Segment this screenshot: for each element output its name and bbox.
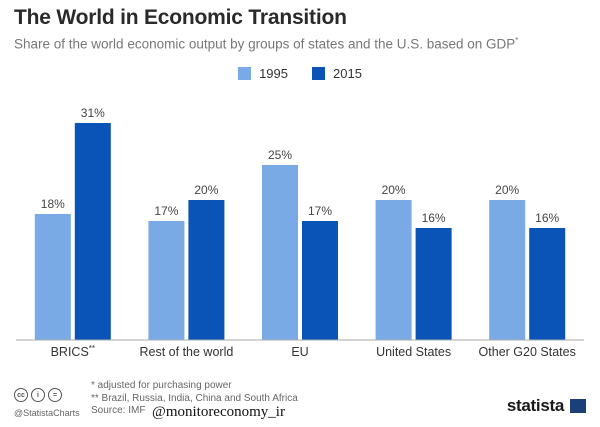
data-label-2015-0: 31% xyxy=(81,106,105,120)
data-label-1995-2: 25% xyxy=(268,148,292,162)
bar-1995-0 xyxy=(34,214,71,340)
chart-title: The World in Economic Transition xyxy=(14,6,347,29)
bar-2015-1 xyxy=(188,200,225,340)
bar-2015-0 xyxy=(74,123,111,340)
legend-swatch-1995 xyxy=(238,67,252,80)
brand-name: statista xyxy=(506,396,564,415)
watermark-text: @monitoreconomy_ir xyxy=(152,404,285,420)
data-label-1995-0: 18% xyxy=(41,197,65,211)
subtitle-text: Share of the world economic output by gr… xyxy=(14,36,516,52)
data-label-1995-3: 20% xyxy=(382,183,406,197)
cc-icon: cc xyxy=(14,388,28,402)
subtitle-footnote-mark: * xyxy=(515,36,519,45)
bar-chart: 18% 31% BRICS** 17% 20% Rest of the world 25% 1… xyxy=(16,106,584,359)
bar-2015-4 xyxy=(529,228,566,340)
by-icon: i xyxy=(31,388,45,402)
legend-label-2015: 2015 xyxy=(333,66,362,81)
category-label-1: Rest of the world xyxy=(140,345,234,359)
statista-logo-icon xyxy=(570,399,586,413)
source-note: Source: IMF xyxy=(91,405,146,416)
bar-1995-2 xyxy=(262,165,298,340)
chart-subtitle: Share of the world economic output by gr… xyxy=(14,36,518,52)
bar-1995-4 xyxy=(489,200,526,340)
legend-item-1995: 1995 xyxy=(238,66,288,81)
legend-item-2015: 2015 xyxy=(312,66,362,81)
bar-2015-3 xyxy=(415,228,452,340)
category-label-2: EU xyxy=(291,345,308,359)
data-label-1995-1: 17% xyxy=(154,204,178,218)
data-label-2015-3: 16% xyxy=(422,211,446,225)
footnotes: * adjusted for purchasing power ** Brazi… xyxy=(91,379,298,405)
data-label-2015-1: 20% xyxy=(194,183,218,197)
data-label-2015-2: 17% xyxy=(308,204,332,218)
statista-handle: @StatistaCharts xyxy=(14,408,80,418)
legend: 1995 2015 xyxy=(0,66,600,81)
footnote-2: ** Brazil, Russia, India, China and Sout… xyxy=(91,393,298,404)
category-label-0: BRICS** xyxy=(51,344,95,359)
category-label-4: Other G20 States xyxy=(479,345,576,359)
footer: cc i = @StatistaCharts * adjusted for pu… xyxy=(0,374,600,427)
bar-2015-2 xyxy=(302,221,338,340)
legend-swatch-2015 xyxy=(312,67,325,80)
data-label-2015-4: 16% xyxy=(535,211,559,225)
data-label-1995-4: 20% xyxy=(495,183,519,197)
legend-label-1995: 1995 xyxy=(259,66,288,81)
statista-logo: statista xyxy=(507,396,586,416)
bar-1995-3 xyxy=(375,200,412,340)
license-icons: cc i = xyxy=(14,388,62,402)
bar-1995-1 xyxy=(148,221,185,340)
category-label-3: United States xyxy=(376,345,451,359)
nd-icon: = xyxy=(48,388,62,402)
footnote-1: * adjusted for purchasing power xyxy=(91,380,232,391)
